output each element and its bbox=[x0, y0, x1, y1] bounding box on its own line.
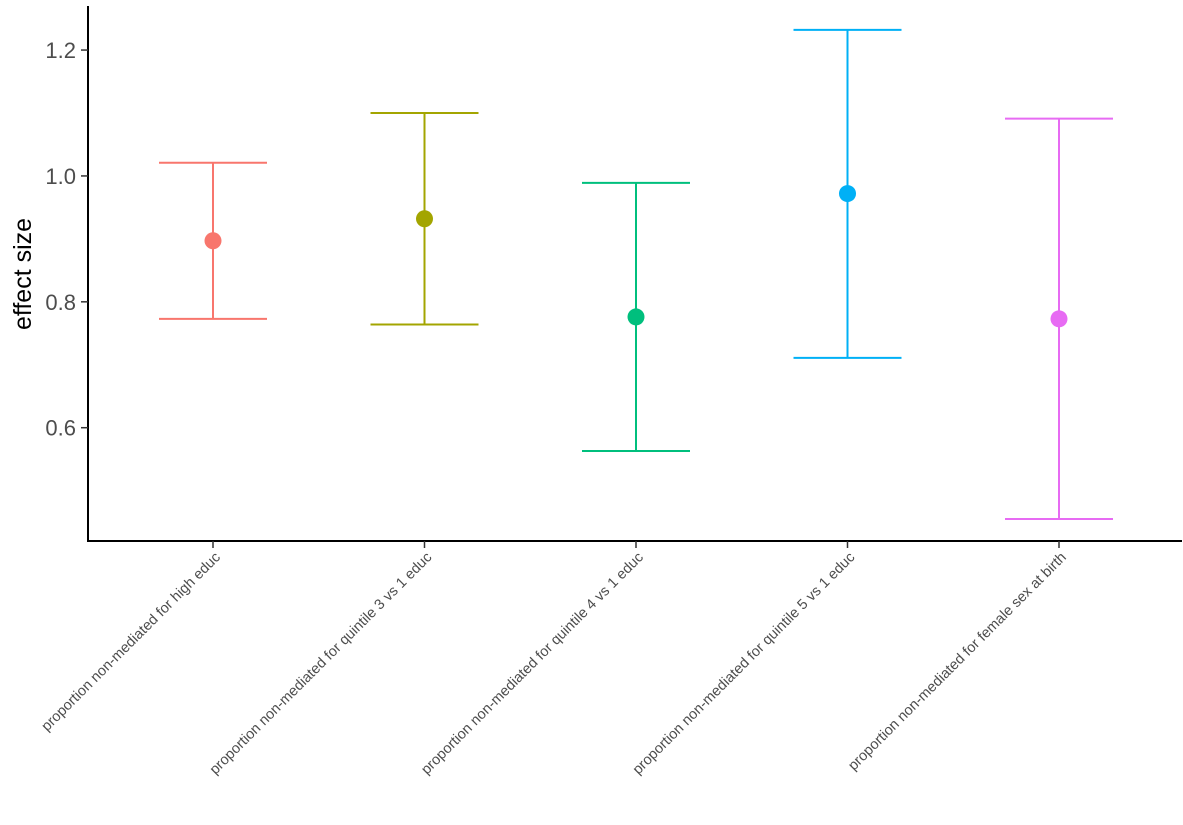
y-tick-label: 0.6 bbox=[45, 416, 76, 441]
errorbar-group bbox=[370, 112, 479, 326]
x-tick-label: proportion non-mediated for female sex a… bbox=[845, 550, 1069, 774]
estimate-point bbox=[1050, 310, 1068, 328]
x-tick-label: proportion non-mediated for high educ bbox=[39, 550, 224, 735]
y-tick-label: 0.8 bbox=[45, 290, 76, 315]
errorbar-group bbox=[793, 28, 902, 359]
y-tick-label: 1.2 bbox=[45, 38, 76, 63]
y-axis-ticks: 0.6 0.8 1.0 1.2 bbox=[45, 38, 88, 441]
estimate-point bbox=[839, 185, 856, 203]
x-tick-label: proportion non-mediated for quintile 4 v… bbox=[418, 550, 646, 778]
y-tick-label: 1.0 bbox=[45, 164, 76, 189]
errorbar-group bbox=[1005, 117, 1113, 520]
x-axis-ticks: proportion non-mediated for high educpro… bbox=[39, 541, 1070, 778]
chart-marks bbox=[159, 28, 1113, 520]
estimate-point bbox=[627, 308, 645, 326]
x-tick-label: proportion non-mediated for quintile 3 v… bbox=[207, 550, 435, 778]
errorbar-group bbox=[159, 161, 267, 320]
estimate-point bbox=[416, 210, 433, 228]
x-tick-label: proportion non-mediated for quintile 5 v… bbox=[630, 550, 858, 778]
estimate-point bbox=[204, 232, 222, 250]
y-axis-title: effect size bbox=[9, 218, 37, 330]
errorbar-group bbox=[582, 181, 690, 452]
